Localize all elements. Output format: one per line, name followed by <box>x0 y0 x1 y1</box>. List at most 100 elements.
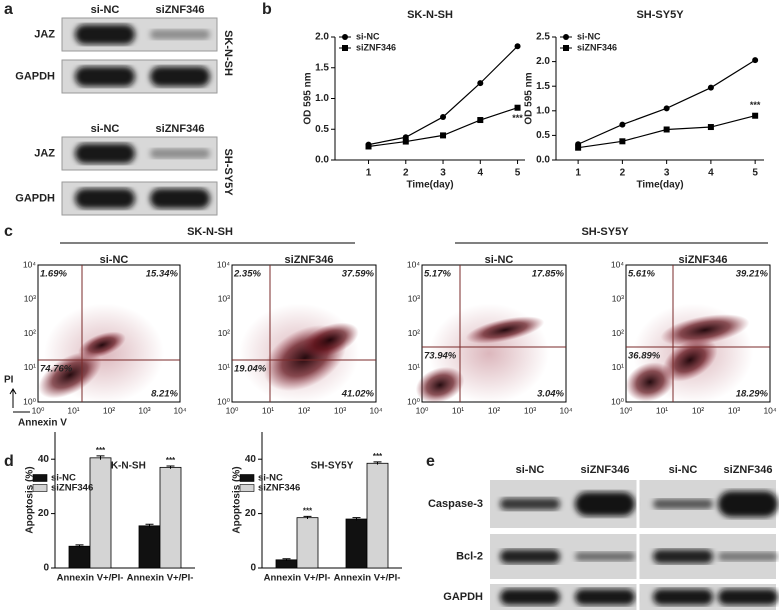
y-tick-label: 2.0 <box>536 56 550 67</box>
quadrant-value: 5.61% <box>628 269 655 280</box>
x-tick-label: 2 <box>620 168 626 179</box>
panel-label: b <box>262 1 272 18</box>
axis-arrow <box>9 388 30 413</box>
x-tick-label: Annexin V+/PI- <box>57 573 124 584</box>
error-bar <box>96 455 105 460</box>
quadrant-value: 73.94% <box>424 351 457 362</box>
bar <box>159 466 182 569</box>
point <box>575 144 582 151</box>
x-tick-label: 5 <box>515 168 521 179</box>
point <box>619 138 626 145</box>
bar <box>89 457 112 569</box>
group-label: SH-SY5Y <box>581 226 629 238</box>
cell-line-label: SK-N-SH <box>222 30 234 76</box>
blot-band <box>500 589 560 605</box>
error-bar <box>145 523 154 528</box>
x-tick-label: 4 <box>708 168 714 179</box>
quadrant-value: 1.69% <box>40 269 67 280</box>
y-tick-label: 10⁰ <box>611 396 624 406</box>
blot-band <box>150 148 210 159</box>
legend-swatch <box>32 474 48 482</box>
x-tick-label: 1 <box>366 168 372 179</box>
quadrant-value: 17.85% <box>532 269 565 280</box>
point <box>514 43 521 50</box>
legend-marker <box>342 34 348 40</box>
blot-band <box>575 589 635 605</box>
panel-label: c <box>4 223 13 240</box>
quadrant-value: 8.21% <box>151 389 178 400</box>
blot-band <box>653 589 713 605</box>
y-tick-label: 2.0 <box>315 32 329 43</box>
x-tick-label: 5 <box>752 168 758 179</box>
blot-column-label: siZNF346 <box>581 464 630 476</box>
point <box>477 80 484 87</box>
panel-label: a <box>4 1 13 18</box>
legend-label: si-NC <box>258 473 283 484</box>
x-tick-label: 10¹ <box>67 405 79 415</box>
y-tick-label: 0.5 <box>536 130 550 141</box>
x-tick-label: 10¹ <box>452 405 464 415</box>
y-tick-label: 2.5 <box>536 32 550 43</box>
quadrant-value: 2.35% <box>233 269 261 280</box>
blot-band <box>150 188 210 209</box>
blot-band <box>500 498 560 510</box>
bar <box>296 517 319 569</box>
annotation: *** <box>303 506 313 515</box>
plot-title: si-NC <box>485 254 514 266</box>
x-tick-label: 10² <box>298 405 310 415</box>
x-tick-label: 10¹ <box>656 405 668 415</box>
blot-band <box>75 24 135 45</box>
x-tick-label: Annexin V+/PI- <box>264 573 331 584</box>
point <box>663 105 670 112</box>
blot-band <box>75 143 135 164</box>
legend-marker <box>563 34 569 40</box>
chart-title: SK-N-SH <box>104 461 146 472</box>
blot-column-label: si-NC <box>91 123 120 135</box>
x-tick-label: 10² <box>488 405 500 415</box>
point <box>752 112 759 119</box>
y-tick-label: 40 <box>38 454 50 465</box>
y-tick-label: 10¹ <box>218 362 230 372</box>
legend-label: siZNF346 <box>577 42 617 52</box>
blot-row-label: GAPDH <box>15 192 55 204</box>
blot-column-label: si-NC <box>669 464 698 476</box>
quadrant-value: 5.17% <box>424 269 451 280</box>
x-tick-label: 10⁴ <box>173 405 186 415</box>
x-tick-label: 10¹ <box>262 405 274 415</box>
quadrant-value: 19.04% <box>234 364 267 375</box>
x-tick-label: 3 <box>440 168 446 179</box>
y-tick-label: 10¹ <box>24 362 36 372</box>
y-tick-label: 10⁰ <box>217 396 230 406</box>
blot-band <box>150 29 210 40</box>
x-tick-label: Annexin V+/PI- <box>334 573 401 584</box>
x-tick-label: 10⁴ <box>369 405 382 415</box>
blot-band <box>653 499 713 509</box>
panel-label: e <box>426 453 435 470</box>
event-cluster <box>78 331 126 359</box>
blot-band <box>718 552 778 561</box>
blot-band <box>653 549 713 564</box>
blot-band <box>575 492 635 516</box>
point <box>707 124 714 131</box>
error-bar <box>303 515 312 520</box>
x-tick-label: 3 <box>664 168 670 179</box>
quadrant-value: 18.29% <box>736 389 769 400</box>
y-tick-label: 10² <box>612 328 624 338</box>
y-tick-label: 1.5 <box>536 81 550 92</box>
y-tick-label: 10³ <box>612 294 624 304</box>
blot-band <box>575 552 635 561</box>
quadrant-value: 3.04% <box>537 389 564 400</box>
point <box>402 138 409 145</box>
point <box>663 126 670 133</box>
y-tick-label: 10² <box>218 328 230 338</box>
blot-row-label: JAZ <box>34 147 55 159</box>
point <box>752 57 759 64</box>
annotation: *** <box>373 452 383 461</box>
y-axis-label: OD 595 nm <box>303 72 314 124</box>
line <box>368 45 518 146</box>
legend-swatch <box>239 484 255 492</box>
annotation: *** <box>166 456 176 465</box>
blot-column-label: siZNF346 <box>156 4 205 16</box>
chart-title: SK-N-SH <box>407 9 453 21</box>
legend-label: siZNF346 <box>356 42 396 52</box>
